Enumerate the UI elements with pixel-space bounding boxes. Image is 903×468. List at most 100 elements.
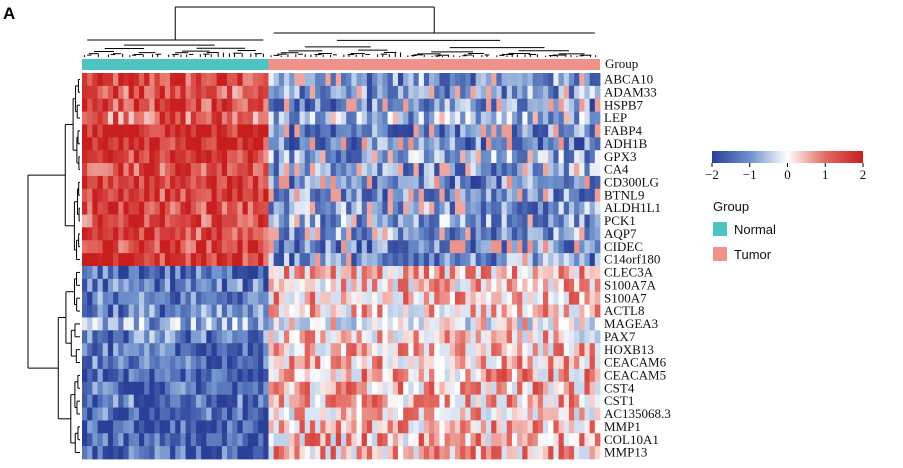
heatmap-cell (299, 291, 306, 305)
heatmap-cell (320, 253, 326, 267)
heatmap-cell (170, 433, 176, 447)
heatmap-cell (211, 214, 218, 228)
heatmap-cell (584, 227, 591, 241)
heatmap-cell (330, 381, 337, 396)
heatmap-cell (263, 240, 269, 254)
heatmap-cell (501, 188, 508, 203)
heatmap-cell (439, 278, 445, 293)
heatmap-cell (252, 137, 259, 151)
heatmap-cell (273, 214, 280, 228)
heatmap-cell (568, 304, 575, 318)
heatmap-cell (195, 111, 202, 125)
heatmap-cell (206, 111, 212, 125)
heatmap-cell (465, 343, 471, 357)
heatmap-cell (465, 381, 471, 396)
heatmap-cell (252, 304, 259, 318)
heatmap-cell (574, 253, 580, 267)
heatmap-cell (574, 304, 580, 318)
heatmap-cell (501, 266, 508, 280)
heatmap-cell (460, 266, 466, 280)
heatmap-cell (97, 175, 104, 190)
heatmap-cell (258, 304, 264, 318)
heatmap-cell (284, 278, 290, 293)
heatmap-cell (154, 111, 161, 125)
heatmap-cell (568, 407, 575, 421)
heatmap-cell (294, 124, 300, 138)
heatmap-cell (144, 317, 150, 331)
heatmap-cell (584, 446, 591, 460)
heatmap-cell (87, 137, 93, 151)
heatmap-cell (221, 175, 228, 190)
heatmap-cell (423, 73, 430, 87)
heatmap-cell (563, 266, 570, 280)
heatmap-cell (144, 137, 150, 151)
heatmap-cell (460, 253, 466, 267)
heatmap-cell (548, 317, 554, 331)
row-label: CLEC3A (604, 265, 654, 280)
heatmap-cell (465, 446, 471, 460)
row-label: COL10A1 (604, 432, 659, 447)
heatmap-cell (185, 381, 192, 396)
heatmap-cell (123, 163, 130, 177)
heatmap-cell (548, 175, 554, 190)
heatmap-cell (465, 278, 471, 293)
heatmap-cell (341, 446, 347, 460)
heatmap-cell (118, 407, 124, 421)
heatmap-cell (175, 407, 181, 421)
heatmap-cell (470, 368, 477, 383)
heatmap-cell (154, 330, 161, 344)
heatmap-cell (439, 420, 445, 434)
heatmap-cell (423, 317, 430, 331)
heatmap-cell (563, 433, 570, 447)
heatmap-cell (501, 175, 508, 190)
heatmap-cell (594, 368, 601, 383)
heatmap-cell (175, 368, 181, 383)
heatmap-cell (372, 368, 378, 383)
heatmap-cell (341, 73, 347, 87)
heatmap-cell (252, 163, 259, 177)
heatmap-cell (227, 433, 233, 447)
heatmap-cell (366, 111, 373, 125)
heatmap-cell (553, 278, 559, 293)
heatmap-cell (537, 214, 544, 228)
heatmap-cell (221, 304, 228, 318)
heatmap-cell (532, 214, 539, 228)
heatmap-cell (164, 111, 171, 125)
heatmap-cell (341, 163, 347, 177)
heatmap-cell (506, 356, 513, 370)
heatmap-cell (408, 201, 414, 215)
heatmap-cell (273, 201, 280, 215)
heatmap-cell (107, 343, 114, 357)
heatmap-cell (563, 98, 570, 112)
heatmap-cell (537, 356, 544, 370)
heatmap-cell (517, 368, 523, 383)
heatmap-cell (320, 98, 326, 112)
heatmap-cell (403, 317, 409, 331)
heatmap-cell (164, 73, 171, 87)
heatmap-cell (372, 73, 378, 87)
heatmap-cell (574, 163, 580, 177)
heatmap-cell (206, 188, 212, 203)
heatmap-cell (496, 214, 502, 228)
heatmap-cell (159, 188, 166, 203)
heatmap-cell (584, 85, 591, 100)
heatmap-cell (154, 394, 161, 408)
heatmap-cell (387, 304, 394, 318)
heatmap-cell (113, 253, 119, 267)
heatmap-cell (82, 278, 88, 293)
heatmap-cell (128, 137, 135, 151)
heatmap-cell (170, 278, 176, 293)
heatmap-cell (113, 188, 119, 203)
heatmap-cell (258, 446, 264, 460)
heatmap-cell (413, 111, 420, 125)
heatmap-cell (330, 150, 337, 164)
heatmap-cell (403, 381, 409, 396)
row-label: S100A7 (604, 290, 647, 305)
heatmap-cell (263, 381, 269, 396)
heatmap-cell (87, 85, 93, 100)
heatmap-cell (82, 111, 88, 125)
heatmap-cell (159, 394, 166, 408)
heatmap-cell (522, 330, 528, 344)
heatmap-cell (532, 188, 539, 203)
heatmap-cell (82, 201, 88, 215)
